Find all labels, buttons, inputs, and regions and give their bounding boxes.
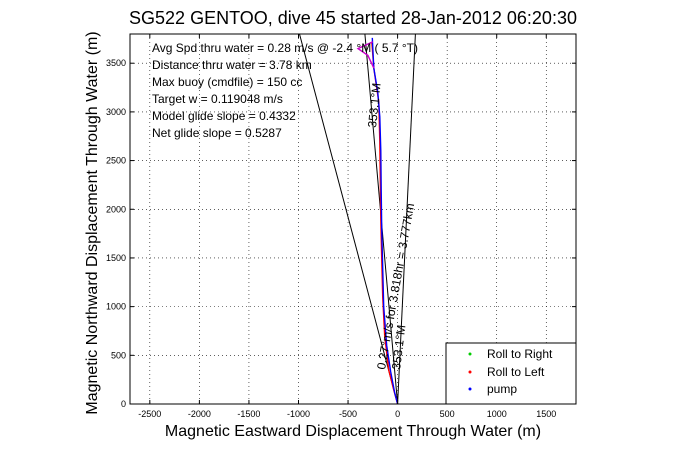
y-tick-label: 1000 <box>106 302 126 312</box>
y-axis-label: Magnetic Northward Displacement Through … <box>84 31 101 414</box>
heading-annotation-top: 353.1°M <box>365 82 384 128</box>
stat-line-net-glide-slope: Net glide slope = 0.5287 <box>152 126 282 140</box>
heading-annotation-bottom: 353.1°M <box>389 324 408 370</box>
x-tick-label: -2000 <box>188 409 211 419</box>
y-tick-label: 2500 <box>106 156 126 166</box>
y-tick-label: 2000 <box>106 204 126 214</box>
plot-frame <box>129 33 577 405</box>
x-tick-label: 0 <box>395 409 400 419</box>
chart-title: SG522 GENTOO, dive 45 started 28-Jan-201… <box>129 8 577 28</box>
ticks: -2500 -2000 -1500 -1000 -500 0 500 1000 1500 0 500… <box>106 34 576 419</box>
y-tick-label: 0 <box>121 399 126 409</box>
stat-line-avg-speed: Avg Spd thru water = 0.28 m/s @ -2.4 °M … <box>152 41 418 55</box>
series-track-blue <box>371 37 399 405</box>
x-tick-label: -2500 <box>138 409 161 419</box>
y-tick-label: 3500 <box>106 58 126 68</box>
x-tick-label: -1500 <box>237 409 260 419</box>
legend-label-roll-right: Roll to Right <box>487 347 553 361</box>
y-tick-label: 3000 <box>106 107 126 117</box>
x-axis-label: Magnetic Eastward Displacement Through W… <box>165 423 541 440</box>
legend-label-roll-left: Roll to Left <box>487 365 545 379</box>
x-tick-label: 1500 <box>536 409 556 419</box>
legend-marker-roll-right <box>468 352 472 356</box>
x-tick-label: 1000 <box>487 409 507 419</box>
stat-line-max-buoy: Max buoy (cmdfile) = 150 cc <box>152 75 302 89</box>
series-track-magenta <box>356 41 375 69</box>
x-tick-label: 500 <box>440 409 455 419</box>
plot-area <box>130 34 576 404</box>
legend: Roll to Right Roll to Left pump <box>445 342 577 405</box>
y-tick-label: 500 <box>111 350 126 360</box>
legend-marker-roll-left <box>468 370 472 374</box>
series-cone-left <box>299 33 399 405</box>
legend-label-pump: pump <box>487 382 517 396</box>
series-cone-right <box>397 33 416 405</box>
stat-line-model-glide-slope: Model glide slope = 0.4332 <box>152 109 296 123</box>
legend-box <box>445 342 577 405</box>
y-tick-label: 1500 <box>106 253 126 263</box>
series-layer <box>299 33 416 405</box>
stat-line-distance: Distance thru water = 3.78 km <box>152 58 312 72</box>
x-tick-label: -1000 <box>287 409 310 419</box>
stats-text-block: Avg Spd thru water = 0.28 m/s @ -2.4 °M … <box>152 41 418 140</box>
x-tick-label: -500 <box>339 409 357 419</box>
legend-marker-pump <box>468 387 472 391</box>
stat-line-target-w: Target w = 0.119048 m/s <box>152 92 283 106</box>
